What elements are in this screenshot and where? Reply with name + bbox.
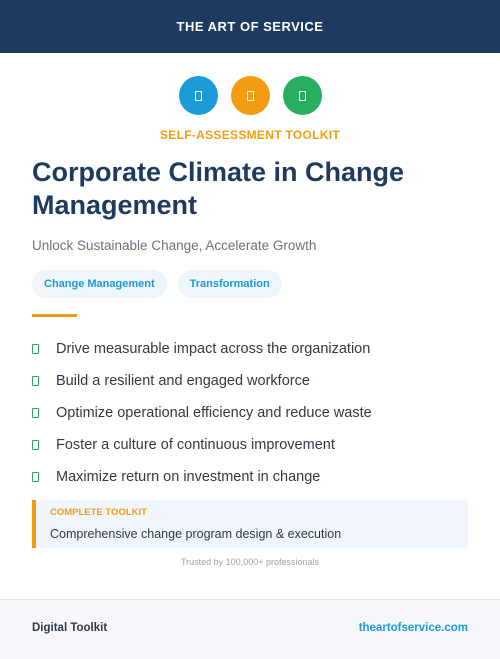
benefit-text: Optimize operational efficiency and redu… (56, 405, 372, 421)
benefit-text: Drive measurable impact across the organ… (56, 341, 371, 357)
benefit-text: Maximize return on investment in change (56, 469, 321, 485)
footer-label: Digital Toolkit (32, 622, 108, 634)
trusted-note: Trusted by 100,000+ professionals (180, 557, 319, 567)
blue-badge-icon (178, 76, 218, 115)
callout-text: Comprehensive change program design & ex… (50, 527, 342, 541)
tag-change-management: Change Management (32, 270, 167, 298)
check-icon (32, 472, 39, 482)
callout-label: COMPLETE TOOLKIT (50, 507, 147, 518)
header-bar: THE ART OF SERVICE (0, 0, 500, 53)
benefit-item: Drive measurable impact across the organ… (32, 333, 372, 365)
check-icon (32, 408, 39, 418)
check-icon (32, 376, 39, 386)
tag-transformation: Transformation (177, 270, 282, 298)
subtitle: Unlock Sustainable Change, Accelerate Gr… (32, 238, 317, 253)
benefit-item: Foster a culture of continuous improveme… (32, 429, 372, 461)
benefit-text: Build a resilient and engaged workforce (56, 373, 310, 389)
icon-row (0, 76, 500, 115)
check-icon (32, 440, 39, 450)
benefit-item: Maximize return on investment in change (32, 461, 372, 493)
green-badge-icon (282, 76, 322, 115)
page-title: Corporate Climate in Change Management (32, 157, 405, 220)
benefit-text: Foster a culture of continuous improveme… (56, 437, 335, 453)
toolkit-callout: COMPLETE TOOLKIT Comprehensive change pr… (32, 500, 468, 548)
benefit-item: Build a resilient and engaged workforce (32, 365, 372, 397)
website-link[interactable]: theartofservice.com (358, 622, 468, 634)
accent-divider (32, 314, 77, 317)
orange-badge-icon (230, 76, 270, 115)
tag-list: Change Management Transformation (32, 270, 282, 298)
footer-bar: Digital Toolkit theartofservice.com (0, 599, 500, 659)
benefit-item: Optimize operational efficiency and redu… (32, 397, 372, 429)
check-icon (32, 344, 39, 354)
toolkit-kicker: SELF-ASSESSMENT TOOLKIT (159, 128, 341, 142)
benefit-list: Drive measurable impact across the organ… (32, 333, 372, 493)
brand-name: THE ART OF SERVICE (176, 19, 324, 34)
